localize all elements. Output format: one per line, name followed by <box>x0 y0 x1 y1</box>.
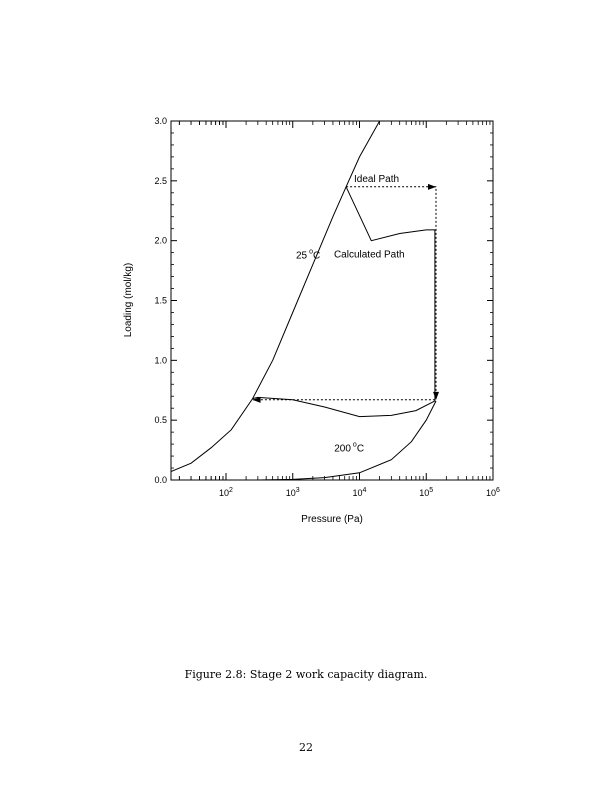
x-tick-label: 103 <box>286 487 300 498</box>
figure-caption: Figure 2.8: Stage 2 work capacity diagra… <box>184 668 428 681</box>
y-tick-label: 2.0 <box>154 236 167 246</box>
y-tick-label: 2.5 <box>154 176 167 186</box>
series-line-0 <box>171 121 381 473</box>
x-tick-label: 102 <box>219 487 233 498</box>
x-tick-label: 104 <box>353 487 367 498</box>
path-arrowhead <box>252 396 261 403</box>
annotation-ideal: Ideal Path <box>354 174 399 185</box>
y-axis-label: Loading (mol/kg) <box>123 263 134 337</box>
y-tick-label: 1.0 <box>154 355 167 365</box>
annotation-200: 200 oC <box>334 441 364 454</box>
x-tick-label: 106 <box>486 487 500 498</box>
annotation-calc: Calculated Path <box>334 249 405 260</box>
annotation-25: 25 oC <box>296 249 320 262</box>
series-line-1 <box>257 400 437 480</box>
y-tick-label: 3.0 <box>154 116 167 126</box>
y-tick-label: 1.5 <box>154 296 167 306</box>
path-arrowhead <box>428 183 437 190</box>
y-tick-label: 0.0 <box>154 475 167 485</box>
page-number: 22 <box>299 741 313 754</box>
plot-frame <box>170 120 494 481</box>
series-line-2 <box>252 186 436 418</box>
x-tick-label: 105 <box>419 487 433 498</box>
y-tick-label: 0.5 <box>154 415 167 425</box>
path-arrowhead <box>433 391 440 400</box>
x-axis-label: Pressure (Pa) <box>301 514 363 525</box>
series-line-3 <box>252 186 437 401</box>
